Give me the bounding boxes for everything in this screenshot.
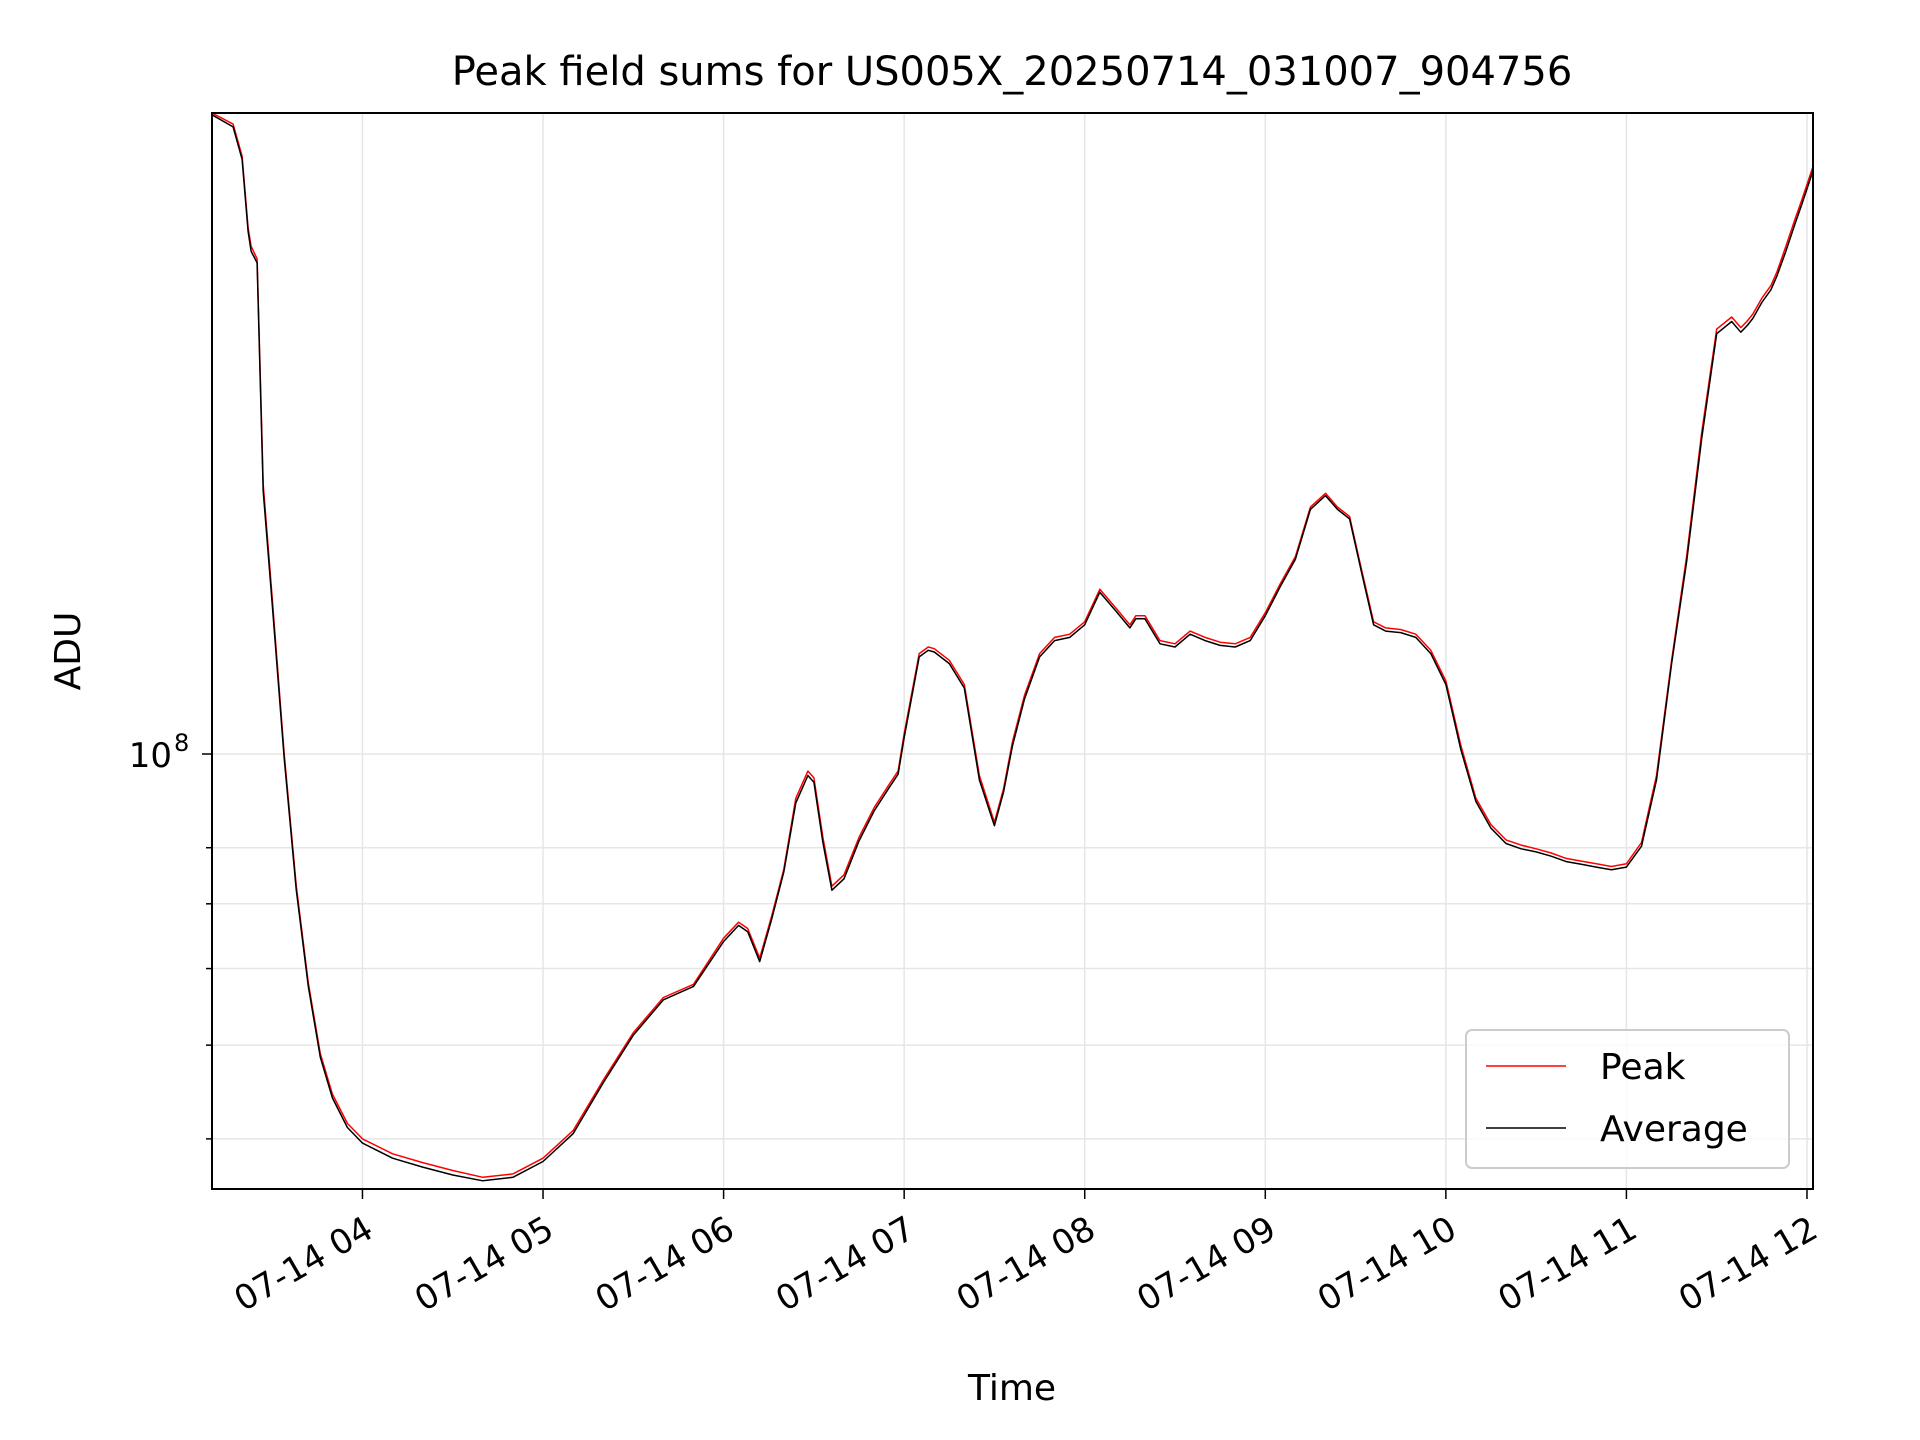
series-line-average xyxy=(211,114,1814,1182)
plot-area: 07-14 04 07-14 05 07-14 06 07-14 07 07-14 08… xyxy=(129,112,1824,1320)
y-tick-label: 10 xyxy=(129,736,172,776)
plot-background xyxy=(212,113,1813,1189)
grid xyxy=(212,113,1813,1189)
plot-frame xyxy=(211,112,1814,1190)
legend-box xyxy=(1465,1029,1790,1169)
series-line-peak xyxy=(211,112,1814,1179)
y-tick-label-exponent: 8 xyxy=(174,729,189,757)
series-layer xyxy=(211,112,1814,1182)
legend-label-peak: Peak xyxy=(1600,1047,1686,1088)
legend: Peak Average xyxy=(1465,1029,1790,1169)
y-axis-label: ADU xyxy=(48,612,89,691)
x-axis-label: Time xyxy=(967,1368,1056,1409)
y-axis: 10 8 xyxy=(129,729,212,1140)
chart-title: Peak field sums for US005X_20250714_0310… xyxy=(452,49,1573,95)
legend-label-average: Average xyxy=(1600,1109,1748,1150)
